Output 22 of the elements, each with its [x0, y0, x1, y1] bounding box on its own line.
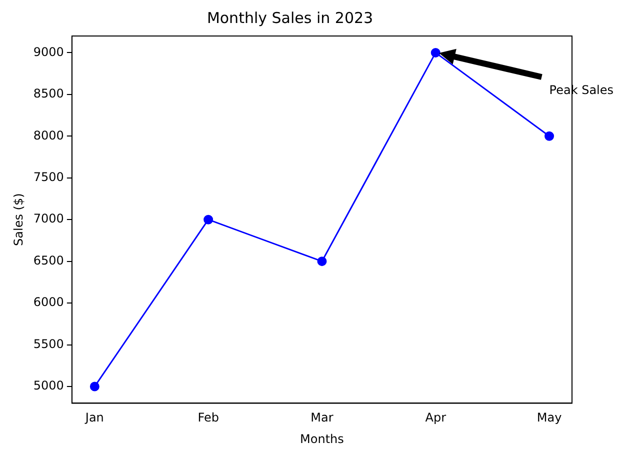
y-axis-title: Sales ($)	[11, 193, 26, 246]
y-tick-label: 6000	[33, 295, 64, 310]
x-axis-title: Months	[300, 432, 344, 446]
x-tick-label: Jan	[84, 410, 104, 425]
chart-title: Monthly Sales in 2023	[206, 8, 374, 27]
x-tick-label: Apr	[425, 410, 446, 425]
x-tick-label: May	[536, 410, 562, 425]
point	[544, 131, 554, 141]
point	[430, 48, 440, 58]
y-tick-label: 5500	[33, 336, 64, 351]
x-tick-label: Mar	[310, 410, 334, 425]
y-tick-label: 7500	[33, 170, 64, 184]
y-tick-label: 9000	[33, 44, 64, 59]
y-tick-label: 8500	[33, 86, 64, 101]
x-tick-label: Feb	[198, 410, 219, 425]
y-tick-label: 5000	[33, 378, 64, 393]
point	[90, 382, 100, 392]
point	[204, 214, 214, 224]
y-tick-label: 7000	[33, 212, 64, 226]
y-tick-label: 8000	[33, 128, 64, 142]
point	[317, 256, 327, 266]
y-tick-label: 6500	[33, 253, 64, 268]
